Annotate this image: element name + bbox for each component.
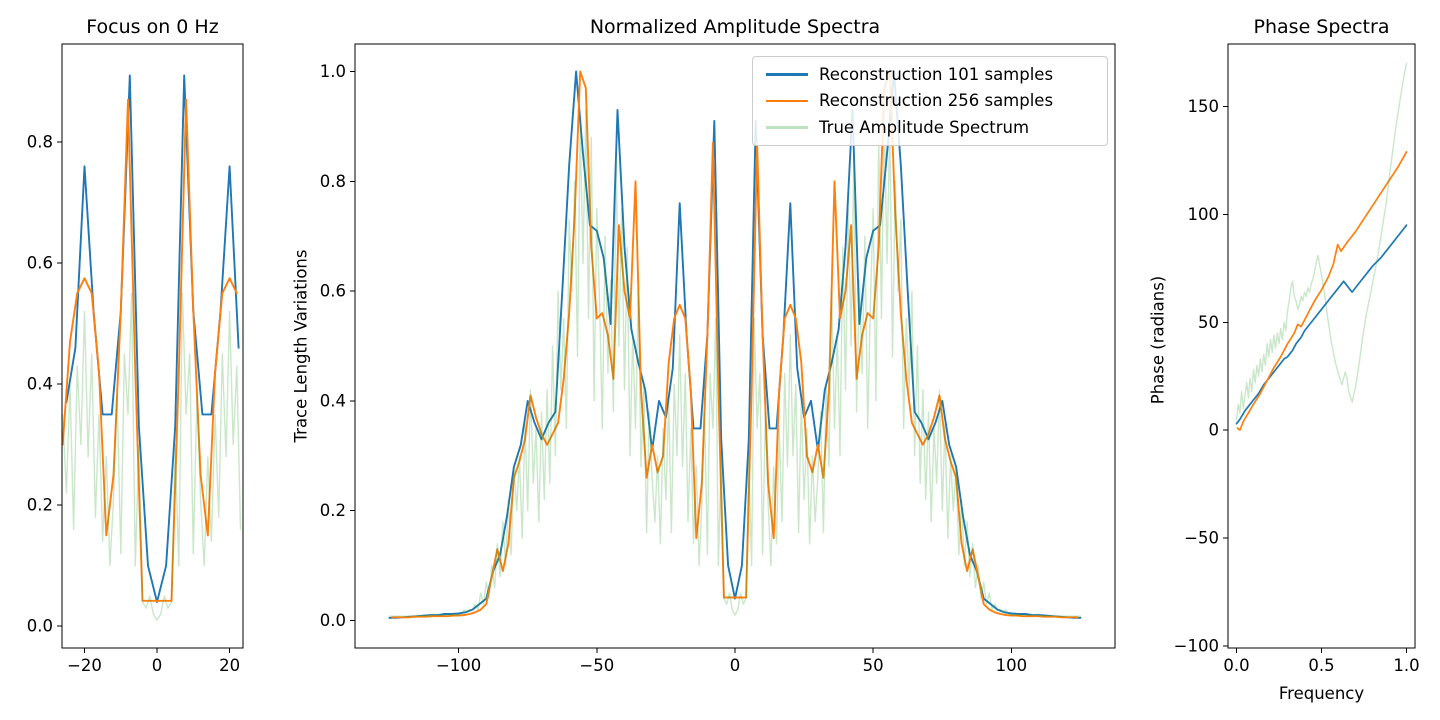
y-tick-label: 150 — [1188, 97, 1220, 116]
axes-spines — [1227, 43, 1416, 649]
focus-panel: −20 0 20 0.0 0.2 0.4 0.6 0.8 — [27, 43, 244, 675]
phase-panel-title: Phase Spectra — [1253, 16, 1390, 38]
series-line-reconstruction-256-samples — [1236, 151, 1408, 431]
series-line-true-amplitude-spectrum — [388, 109, 1082, 617]
y-tick-label: 0.0 — [27, 617, 53, 636]
legend-entry: Reconstruction 256 samples — [753, 91, 1107, 110]
y-tick-label: 0.0 — [320, 611, 346, 630]
x-tick-label: 50 — [863, 656, 884, 675]
x-tick-label: 0.0 — [1223, 656, 1249, 675]
series-line-true-amplitude-spectrum — [62, 292, 242, 621]
phase-x-axis-label: Frequency — [1278, 684, 1365, 703]
series-line-reconstruction-256-samples — [391, 70, 1079, 619]
x-tick-label: 1.0 — [1393, 656, 1419, 675]
y-tick-label: 0.2 — [320, 501, 346, 520]
y-tick-label: −100 — [1174, 636, 1219, 655]
legend-entry: True Amplitude Spectrum — [753, 118, 1107, 137]
y-tick-label: 50 — [1198, 313, 1219, 332]
x-tick-label: −50 — [579, 656, 614, 675]
amplitude-y-axis-label: Trace Length Variations — [291, 249, 311, 443]
legend-line-swatch-blue — [766, 73, 808, 76]
series-line-reconstruction-101-samples — [1235, 224, 1408, 425]
x-tick-label: 20 — [219, 656, 240, 675]
amplitude-panel: −100 −50 0 50 100 0.0 0.2 0.4 0.6 0.8 1.0 — [320, 43, 1116, 675]
y-tick-label: 0 — [1209, 421, 1220, 440]
y-tick-label: −50 — [1184, 528, 1219, 547]
y-tick-label: 100 — [1188, 205, 1220, 224]
y-tick-label: 0.6 — [27, 254, 53, 273]
x-tick-label: 0 — [730, 656, 741, 675]
x-tick-label: 0.5 — [1308, 656, 1334, 675]
x-tick-label: −100 — [436, 656, 481, 675]
x-tick-label: −20 — [67, 656, 102, 675]
legend-line-swatch-orange — [766, 99, 808, 103]
amplitude-panel-title: Normalized Amplitude Spectra — [589, 16, 881, 38]
legend-line-swatch-green — [766, 126, 808, 129]
y-tick-label: 0.6 — [320, 282, 346, 301]
phase-panel: 0.0 0.5 1.0 −100 −50 0 50 100 150 — [1174, 43, 1420, 675]
x-tick-label: 0 — [152, 656, 163, 675]
legend: Reconstruction 101 samples Reconstructio… — [752, 56, 1108, 146]
legend-label: True Amplitude Spectrum — [819, 118, 1030, 138]
y-tick-label: 0.2 — [27, 496, 53, 515]
focus-panel-title: Focus on 0 Hz — [86, 16, 219, 38]
series-line-true-phase-spectrum — [1235, 62, 1408, 420]
series-line-reconstruction-256-samples — [62, 98, 238, 602]
series-line-reconstruction-101-samples — [65, 74, 240, 603]
legend-label: Reconstruction 256 samples — [819, 91, 1054, 111]
x-tick-label: 100 — [996, 656, 1028, 675]
y-tick-label: 0.4 — [320, 391, 346, 410]
y-tick-label: 0.4 — [27, 375, 53, 394]
axes-spines — [61, 43, 244, 649]
y-tick-label: 0.8 — [27, 133, 53, 152]
phase-y-axis-label: Phase (radians) — [1148, 275, 1168, 405]
legend-label: Reconstruction 101 samples — [819, 64, 1054, 84]
y-tick-label: 1.0 — [320, 62, 346, 81]
legend-entry: Reconstruction 101 samples — [753, 65, 1107, 84]
y-tick-label: 0.8 — [320, 172, 346, 191]
series-line-reconstruction-101-samples — [388, 70, 1082, 619]
